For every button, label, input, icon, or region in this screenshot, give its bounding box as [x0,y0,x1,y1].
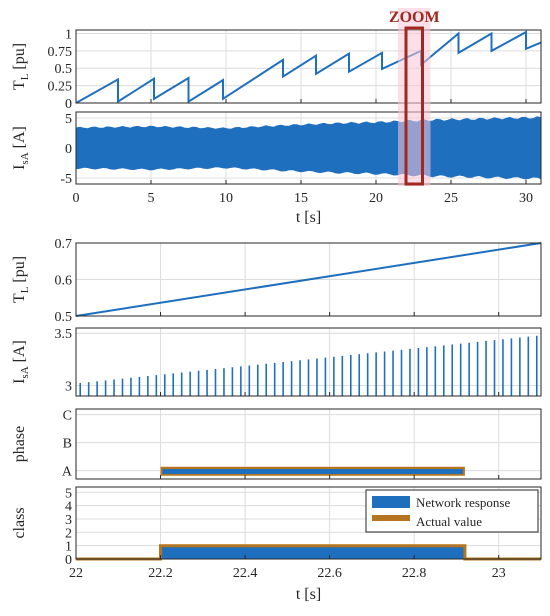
x-tick-label: 15 [294,191,308,206]
y-tick-label: 3 [65,380,72,395]
y-axis-label: TL [pu] [11,43,31,90]
axes-box [75,29,542,104]
zoom-label: ZOOM [389,9,440,26]
x-axis-label: t [s] [296,586,321,603]
axes-box [75,111,542,185]
y-tick-label: -5 [60,172,72,187]
spike-series [79,335,538,396]
y-axis-label: IsA [A] [11,340,31,384]
x-tick-label: 22.8 [402,566,427,581]
axes-box [75,486,542,560]
x-tick-label: 22.2 [148,566,173,581]
series-response-class [160,547,465,559]
x-tick-label: 10 [219,191,233,206]
x-tick-label: 5 [148,191,155,206]
y-tick-label: 2 [65,526,72,541]
y-tick-label: 0.7 [55,237,73,252]
y-tick-label: 0.75 [48,45,73,60]
series-response-phase [162,469,463,474]
y-tick-label: 0 [65,142,72,157]
y-axis-label: phase [11,426,28,462]
legend-swatch-actual [372,515,410,521]
y-tick-label: 0 [65,553,72,568]
y-tick-label: 3.5 [55,327,73,342]
y-tick-label: 3 [65,513,72,528]
legend-swatch-response [372,496,410,508]
panel-isa_zoom: 3 3.5 IsA [A] [11,327,542,397]
y-tick-label: C [63,409,72,424]
x-tick-label: 0 [73,191,80,206]
x-axis-label: t [s] [296,209,321,226]
zoom-box [404,26,424,186]
legend-label-actual: Actual value [416,514,482,529]
legend-label-response: Network response [416,495,510,510]
y-tick-label: 5 [65,486,72,501]
y-tick-label: 4 [65,500,72,515]
y-tick-label: 1 [65,540,72,555]
axes-box [75,408,542,480]
x-tick-label: 20 [369,191,383,206]
y-tick-label: 0 [65,97,72,112]
y-axis-label: class [11,507,28,538]
x-tick-label: 22.6 [317,566,342,581]
y-axis-label: IsA [A] [11,126,31,170]
x-tick-label: 22.4 [233,566,258,581]
y-tick-label: A [62,465,73,480]
series-area-isa [76,116,541,180]
x-tick-label: 25 [444,191,458,206]
y-tick-label: 0.5 [55,310,73,325]
x-tick-label: 30 [519,191,533,206]
panel-tl_zoom: 0.5 0.6 0.7 TL [pu] [11,237,542,325]
y-tick-label: 0.25 [48,80,73,95]
zoom-highlight [398,8,431,186]
y-axis-label: TL [pu] [11,256,31,303]
series-line-tl [76,30,541,103]
axes-box [75,327,542,397]
legend: Network response Actual value [365,489,539,533]
x-tick-label: 23 [492,566,506,581]
y-tick-label: 0.5 [55,62,73,77]
y-tick-label: 1 [65,27,72,42]
x-tick-label: 22 [69,566,83,581]
y-tick-label: 0.6 [55,274,73,289]
series-line-tl-zoom [75,242,542,317]
panel-tl_full: 0 0.25 0.5 0.75 1 TL [pu] [11,27,542,112]
y-tick-label: 5 [65,112,72,127]
axes-box [75,242,542,317]
y-tick-label: B [63,437,72,452]
